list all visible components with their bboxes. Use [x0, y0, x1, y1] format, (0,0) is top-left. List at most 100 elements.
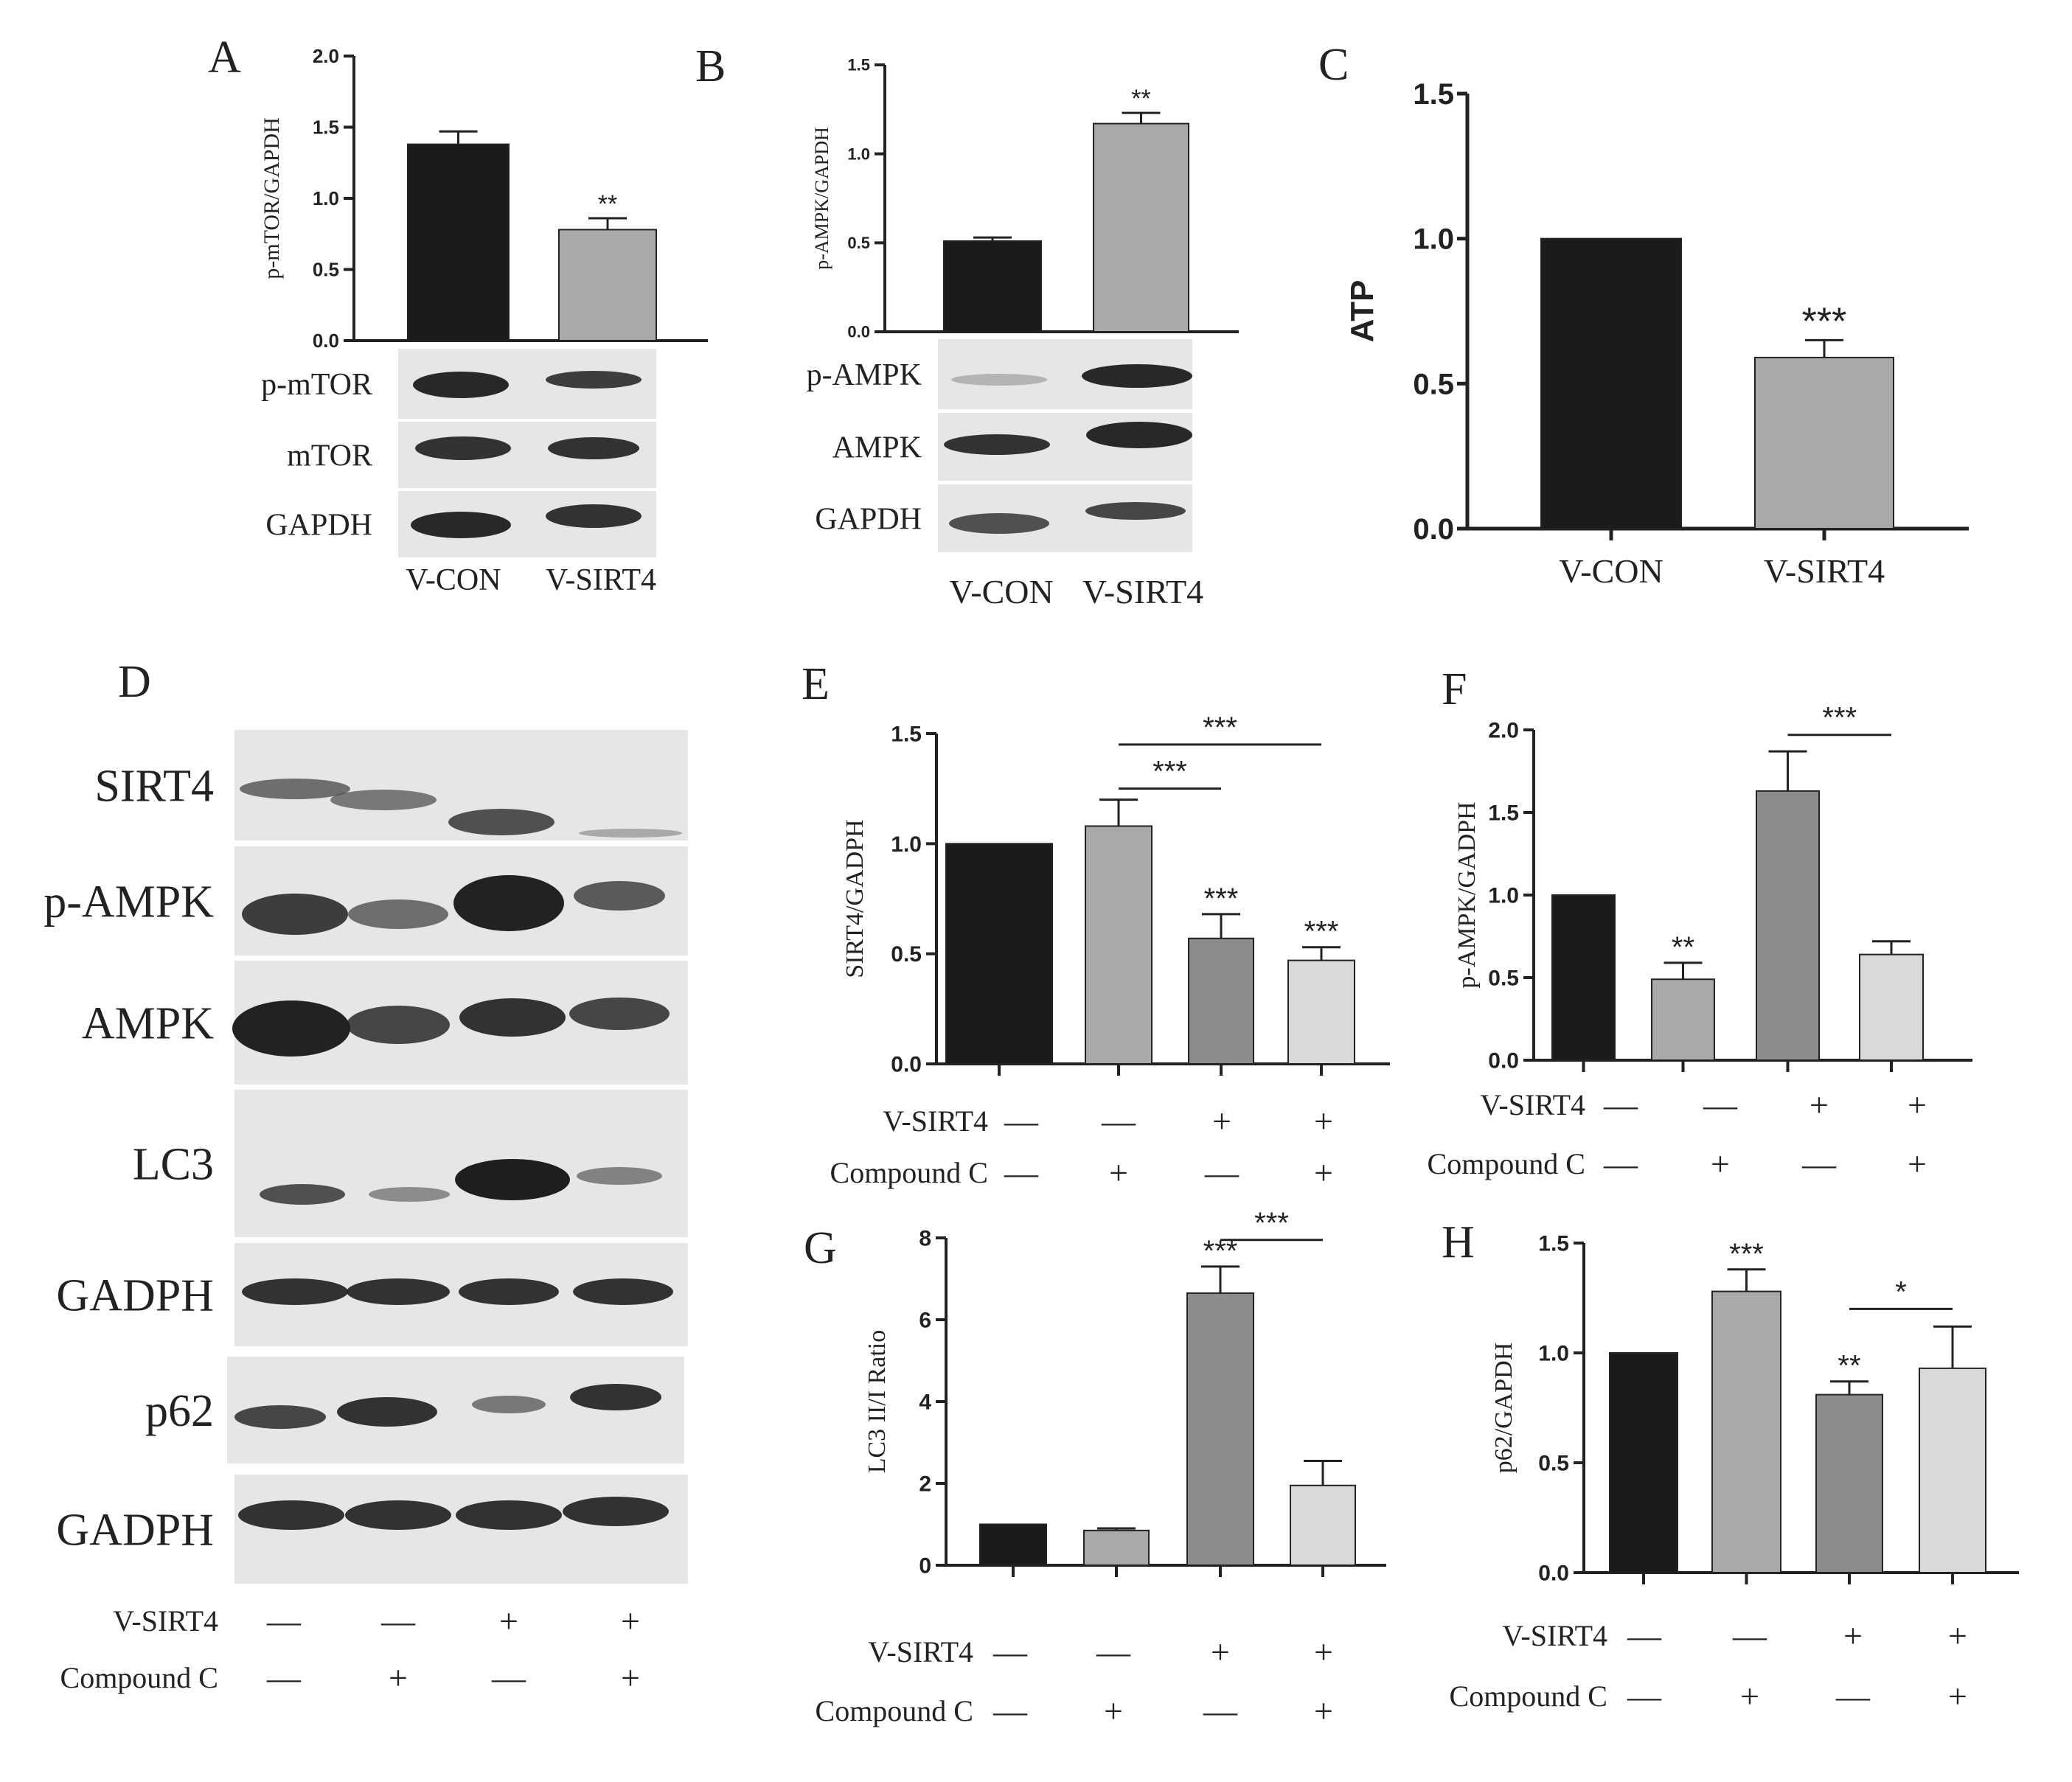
blot-row-label: GADPH [56, 1506, 214, 1556]
bar-4 [1859, 953, 1924, 1062]
y-tick-label: 2.0 [1488, 719, 1519, 743]
conditions-d: V-SIRT4 Compound C — — — + + — + + [60, 1602, 640, 1696]
blot-band [569, 998, 670, 1030]
vsirt4-sign: + [1314, 1102, 1333, 1140]
y-tick-label: 0.0 [1413, 513, 1454, 546]
vsirt4-sign: + [1843, 1617, 1863, 1654]
vsirt4-sign: + [499, 1602, 518, 1640]
y-tick-label: 6 [919, 1309, 931, 1333]
vsirt4-sign: — [1627, 1617, 1662, 1654]
blot-row-label: SIRT4 [94, 762, 214, 812]
vsirt4-row-label: V-SIRT4 [1502, 1619, 1607, 1652]
blot-band [577, 1167, 662, 1185]
vsirt4-row-label: V-SIRT4 [1480, 1088, 1585, 1121]
bracket-significance: *** [1822, 702, 1857, 734]
panel-label-g: G [804, 1223, 837, 1273]
blot-band [546, 504, 642, 528]
compoundc-sign: + [1314, 1692, 1333, 1730]
bar-4 [1287, 959, 1355, 1065]
bar-1 [407, 143, 510, 341]
bar-4 [1919, 1367, 1986, 1573]
conditions-g: V-SIRT4 Compound C — — — + + — + + [816, 1633, 1333, 1730]
blot-band [330, 790, 437, 810]
compoundc-sign: + [389, 1659, 408, 1696]
blot-band [455, 1159, 570, 1200]
vsirt4-sign: + [621, 1602, 640, 1640]
lane-label: V-SIRT4 [546, 563, 656, 597]
y-tick-label: 4 [919, 1391, 931, 1415]
vsirt4-row-label: V-SIRT4 [113, 1604, 218, 1637]
blot-band [472, 1396, 546, 1413]
blot-band [415, 436, 511, 460]
blot-row-label: GADPH [56, 1271, 214, 1321]
vsirt4-sign: — [1603, 1086, 1638, 1124]
significance-mark: *** [1304, 916, 1339, 948]
y-tick-label: 2.0 [313, 45, 339, 67]
y-axis-label: p-AMPK/GADPH [1453, 801, 1481, 988]
blot-band [949, 513, 1049, 534]
blot-band [579, 829, 682, 838]
blot-band [347, 1006, 450, 1044]
blot-row-label: p-AMPK [807, 358, 922, 392]
conditions-f: V-SIRT4 Compound C — — — + + — + + [1428, 1086, 1927, 1183]
blot-band [546, 371, 642, 389]
chart-c: 0.0 0.5 1.0 1.5 ATP V-CON V-SIRT4 *** [1344, 78, 1969, 590]
chart-f: 0.00.51.01.52.0p-AMPK/GADPH ***** [1453, 702, 1972, 1073]
y-tick-label: 1.5 [1413, 78, 1454, 111]
x-tick-label: V-CON [1559, 552, 1663, 590]
panel-label-d: D [118, 657, 151, 707]
vsirt4-row-label: V-SIRT4 [868, 1635, 973, 1668]
lane-label: V-CON [949, 573, 1053, 610]
blot-band [411, 512, 511, 538]
bar-2 [1711, 1290, 1781, 1574]
bar-2 [1651, 978, 1715, 1061]
compoundc-sign: — [1204, 1154, 1240, 1191]
compoundc-sign: + [1104, 1692, 1123, 1730]
compoundc-row-label: Compound C [60, 1661, 218, 1694]
blot-a: p-mTOR mTOR GAPDH V-CON V-SIRT4 [261, 349, 656, 597]
y-tick-label: 0.0 [1538, 1562, 1569, 1586]
y-tick-label: 1.0 [847, 145, 870, 163]
compoundc-sign: + [1908, 1145, 1927, 1183]
y-tick-label: 0.5 [847, 234, 870, 252]
compoundc-sign: + [1948, 1677, 1967, 1715]
blot-band [459, 1278, 559, 1305]
y-axis-label: LC3 II/I Ratio [863, 1330, 891, 1474]
panel-label-f: F [1442, 664, 1467, 714]
y-tick-label: 1.5 [1488, 801, 1519, 826]
conditions-layer: V-SIRT4 Compound C — — — + + — + + V-SIRT4 Compound… [60, 1086, 1967, 1730]
blot-band [570, 1384, 661, 1410]
blot-row-label: mTOR [287, 439, 372, 473]
bar-1 [1540, 237, 1682, 529]
compoundc-sign: — [1004, 1154, 1039, 1191]
compoundc-row-label: Compound C [816, 1694, 973, 1727]
bar-3 [1756, 790, 1820, 1061]
panel-label-h: H [1442, 1217, 1475, 1267]
blot-row-label: GAPDH [815, 503, 922, 537]
compoundc-sign: — [266, 1659, 302, 1696]
y-tick-label: 0.0 [847, 323, 870, 341]
panel-label-a: A [208, 32, 241, 83]
compoundc-sign: + [1314, 1154, 1333, 1191]
chart-a: 0.0 0.5 1.0 1.5 2.0 p-mTOR/GAPDH ** [260, 45, 708, 352]
y-axis-label: p-mTOR/GAPDH [260, 117, 284, 279]
bar-3 [1186, 1292, 1254, 1567]
bar-1 [1609, 1352, 1678, 1573]
y-tick-label: 1.5 [313, 116, 339, 139]
compoundc-sign: + [1711, 1145, 1730, 1183]
blot-band [1086, 422, 1192, 448]
y-axis-label: ATP [1344, 280, 1380, 343]
compoundc-sign: — [1835, 1677, 1871, 1715]
blot-band [345, 1500, 451, 1530]
significance-mark: *** [1729, 1238, 1764, 1270]
compoundc-sign: — [1627, 1677, 1662, 1715]
conditions-e: V-SIRT4 Compound C — — — + + — + + [830, 1102, 1333, 1191]
vsirt4-sign: + [1948, 1617, 1967, 1654]
lane-label: V-SIRT4 [1082, 573, 1203, 610]
bracket-significance: *** [1153, 756, 1187, 788]
vsirt4-sign: — [380, 1602, 416, 1640]
y-axis-label: SIRT4/GADPH [841, 819, 869, 978]
compoundc-sign: — [1203, 1692, 1238, 1730]
